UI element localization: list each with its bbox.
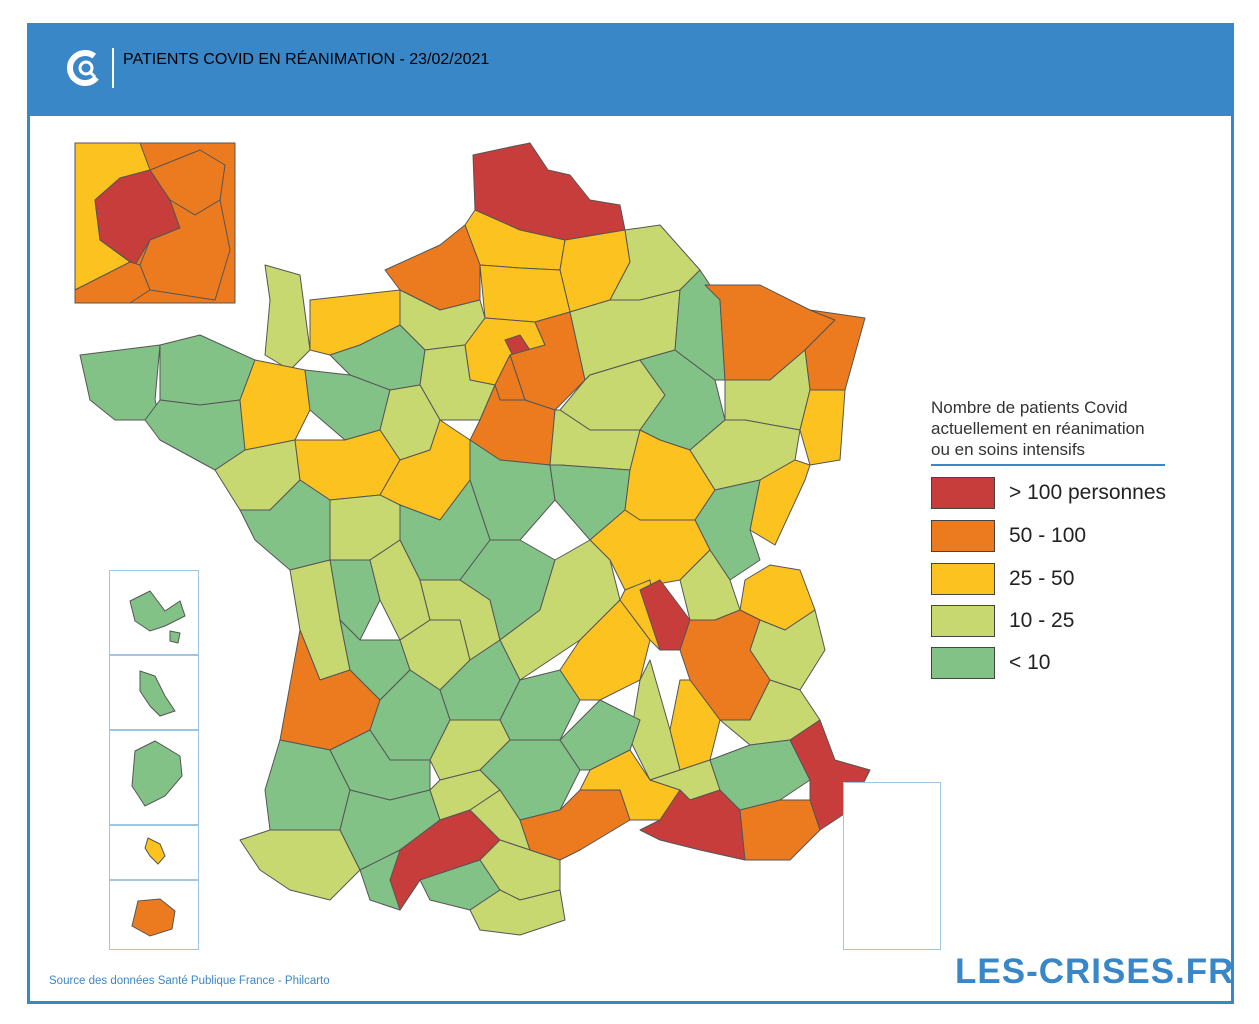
- guadeloupe-shape-icon: [129, 590, 186, 644]
- dept-haut-rhin: [799, 389, 846, 466]
- dept-finistere: [79, 344, 161, 421]
- legend-label: 25 - 50: [1009, 567, 1075, 590]
- dept-pyrenees-atlantiques: [239, 829, 361, 901]
- legend-swatch: [931, 520, 995, 552]
- legend-label: 50 - 100: [1009, 524, 1087, 547]
- dept-manche: [264, 264, 311, 371]
- dept-cotes-d-armor: [159, 334, 256, 406]
- legend-label: < 10: [1009, 651, 1051, 674]
- legend-item: < 10: [931, 646, 1050, 680]
- legend-swatch: [931, 563, 995, 595]
- guyane-shape-icon: [131, 740, 183, 807]
- mayotte-inset: [109, 825, 199, 880]
- martinique-shape-icon: [139, 670, 176, 717]
- mayotte-shape-icon: [144, 837, 166, 865]
- legend-title: Nombre de patients Covid actuellement en…: [931, 398, 1145, 459]
- legend-swatch: [931, 647, 995, 679]
- corsica-inset-frame: [843, 782, 941, 950]
- legend-label: > 100 personnes: [1009, 481, 1167, 504]
- brand-logo[interactable]: LES-CRISES.FR: [955, 952, 1235, 991]
- guadeloupe-inset: [109, 570, 199, 655]
- reunion-inset: [109, 880, 199, 950]
- reunion-shape-icon: [131, 898, 176, 937]
- legend-item: 25 - 50: [931, 562, 1074, 596]
- dept-var: [739, 799, 821, 861]
- paris-inset-map: [74, 142, 236, 304]
- legend-label: 10 - 25: [1009, 609, 1075, 632]
- legend-swatch: [931, 605, 995, 637]
- legend-divider: [931, 464, 1165, 466]
- dept-ille-et-vilaine: [239, 359, 311, 451]
- dept-pyrenees-orientales: [469, 889, 566, 936]
- legend-item: > 100 personnes: [931, 476, 1166, 510]
- martinique-inset: [109, 655, 199, 730]
- logo-separator: [112, 48, 114, 88]
- dept-haute-loire: [559, 599, 651, 701]
- guyane-inset: [109, 730, 199, 825]
- dept-oise: [479, 264, 571, 323]
- legend-item: 50 - 100: [931, 519, 1086, 553]
- source-note: Source des données Santé Publique France…: [49, 975, 330, 987]
- legend-swatch: [931, 477, 995, 509]
- header-bar: [27, 23, 1234, 116]
- page-title: PATIENTS COVID EN RÉANIMATION - 23/02/20…: [123, 51, 490, 68]
- dept-alpes-de-haute-provence: [709, 739, 811, 811]
- les-crises-c-logo-icon: [67, 50, 103, 86]
- legend-item: 10 - 25: [931, 604, 1074, 638]
- dept-puy-de-dome: [499, 539, 621, 681]
